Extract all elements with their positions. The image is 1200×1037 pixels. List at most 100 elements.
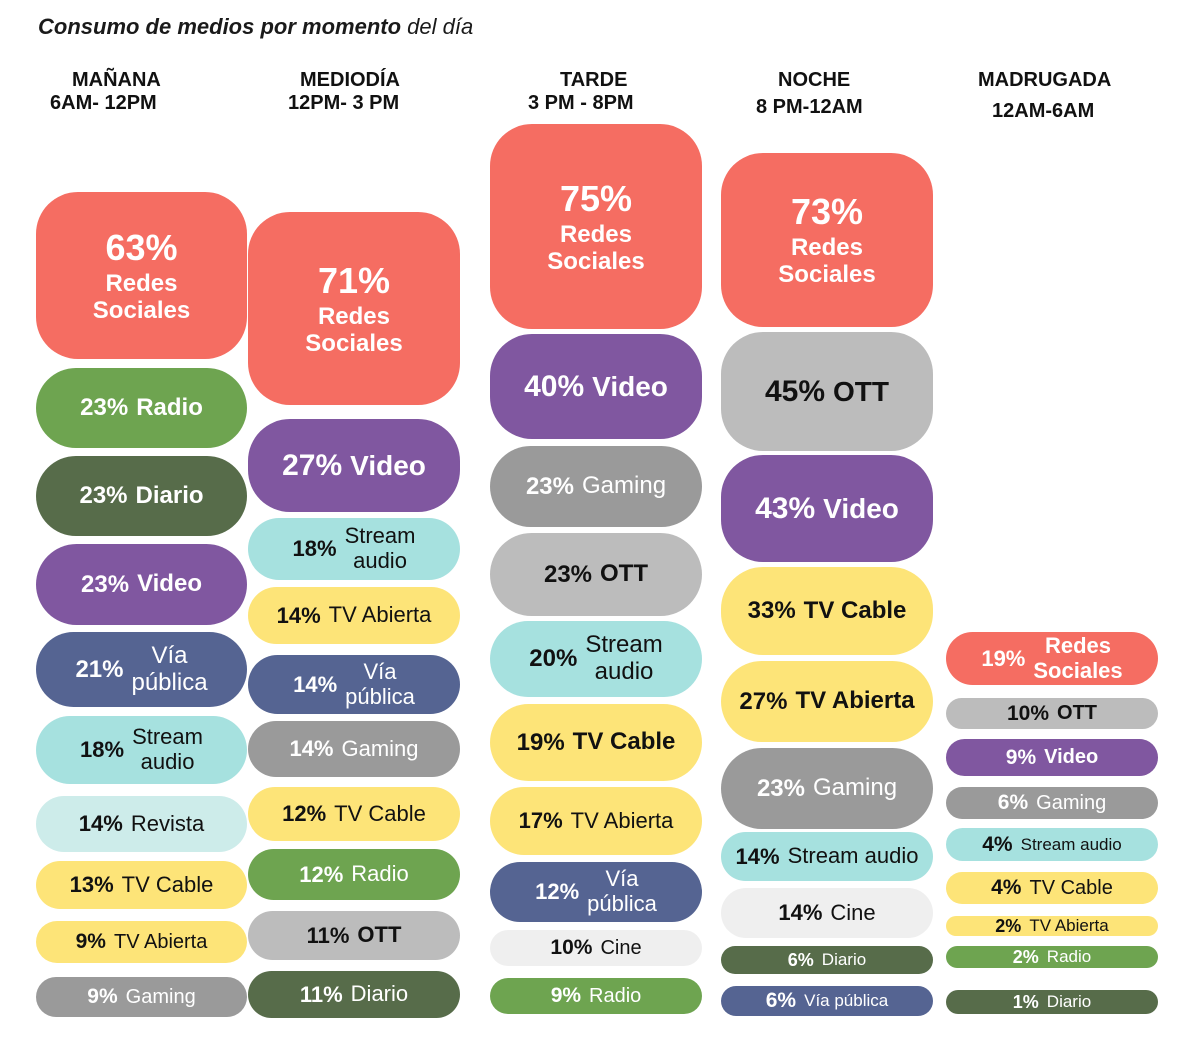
media-pct: 4% bbox=[991, 876, 1022, 899]
media-pill: 14% Revista bbox=[36, 796, 247, 852]
media-pill: 23% Diario bbox=[36, 456, 247, 536]
media-pct: 6% bbox=[997, 791, 1029, 814]
media-label: TV Cable bbox=[803, 596, 907, 624]
media-pct: 33% bbox=[747, 597, 796, 624]
media-pct: 11% bbox=[299, 981, 343, 1007]
media-pct: 23% bbox=[543, 560, 593, 588]
media-pill: 14% TV Abierta bbox=[248, 587, 460, 644]
media-pct: 71% bbox=[317, 259, 391, 301]
media-pct: 12% bbox=[535, 879, 580, 904]
media-pct: 6% bbox=[787, 949, 814, 970]
media-label: TV Abierta bbox=[1029, 916, 1109, 936]
media-pill: 73% Redes Sociales bbox=[721, 153, 933, 327]
media-pill: 23% Gaming bbox=[490, 446, 702, 527]
media-pct: 9% bbox=[550, 984, 582, 1007]
media-pct: 27% bbox=[282, 448, 343, 482]
media-pct: 75% bbox=[559, 177, 633, 219]
media-label: TV Cable bbox=[121, 871, 214, 897]
media-pill: 23% Video bbox=[36, 544, 247, 625]
media-label: TV Cable bbox=[1029, 876, 1113, 899]
media-pill: 27% TV Abierta bbox=[721, 661, 933, 742]
period-range: 12AM-6AM bbox=[992, 100, 1095, 122]
media-pct: 2% bbox=[995, 916, 1022, 936]
media-label: Vía pública bbox=[804, 991, 889, 1011]
media-pct: 14% bbox=[778, 900, 823, 925]
media-label: Redes Sociales bbox=[305, 302, 403, 357]
media-pill: 9% Gaming bbox=[36, 977, 247, 1017]
media-label: Revista bbox=[130, 810, 205, 836]
media-label: Vía pública bbox=[345, 658, 415, 709]
media-pill: 40% Video bbox=[490, 334, 702, 439]
media-pill: 45% OTT bbox=[721, 332, 933, 451]
media-pill: 6% Vía pública bbox=[721, 986, 933, 1016]
media-label: Video bbox=[592, 370, 668, 402]
media-label: Redes Sociales bbox=[547, 220, 645, 275]
media-label: Stream audio bbox=[344, 523, 416, 573]
media-pct: 9% bbox=[87, 985, 118, 1008]
media-pct: 6% bbox=[765, 989, 797, 1012]
media-pill: 12% Vía pública bbox=[490, 862, 702, 922]
media-pill: 14% Stream audio bbox=[721, 832, 933, 881]
media-label: OTT bbox=[833, 375, 890, 407]
media-pct: 17% bbox=[518, 808, 563, 833]
media-pill: 18% Stream audio bbox=[36, 716, 247, 784]
media-pill: 2% Radio bbox=[946, 946, 1158, 968]
media-pill: 10% OTT bbox=[946, 698, 1158, 729]
media-pill: 9% Video bbox=[946, 739, 1158, 776]
chart-title: Consumo de medios por momento del día bbox=[38, 14, 474, 39]
media-label: Redes Sociales bbox=[778, 234, 876, 288]
media-pill: 9% Radio bbox=[490, 978, 702, 1014]
media-pct: 14% bbox=[293, 671, 338, 697]
media-pct: 21% bbox=[75, 655, 124, 683]
media-pct: 18% bbox=[292, 536, 337, 561]
media-pct: 40% bbox=[524, 369, 585, 403]
media-pct: 43% bbox=[755, 491, 816, 525]
media-label: Radio bbox=[1046, 947, 1092, 967]
media-pill: 71% Redes Sociales bbox=[248, 212, 460, 405]
media-label: Stream audio bbox=[787, 843, 919, 869]
media-pct: 73% bbox=[790, 191, 864, 233]
media-pct: 11% bbox=[306, 922, 350, 948]
media-label: Radio bbox=[136, 393, 203, 421]
media-pct: 19% bbox=[981, 645, 1026, 671]
media-label: Radio bbox=[589, 984, 642, 1007]
period-name: MAÑANA bbox=[72, 69, 161, 91]
media-pct: 45% bbox=[764, 374, 826, 408]
media-label: Vía pública bbox=[131, 641, 208, 696]
media-pct: 19% bbox=[516, 728, 565, 756]
period-range: 8 PM-12AM bbox=[756, 96, 863, 118]
media-label: Video bbox=[1044, 746, 1099, 769]
media-pct: 23% bbox=[81, 570, 130, 598]
media-pill: 27% Video bbox=[248, 419, 460, 512]
media-pct: 18% bbox=[80, 737, 125, 762]
media-pill: 23% Gaming bbox=[721, 748, 933, 829]
media-pct: 4% bbox=[982, 832, 1013, 856]
media-label: TV Abierta bbox=[113, 930, 208, 953]
period-range: 3 PM - 8PM bbox=[528, 92, 634, 114]
media-pct: 10% bbox=[1006, 701, 1050, 725]
media-label: TV Abierta bbox=[570, 807, 674, 833]
media-label: Diario bbox=[135, 481, 204, 509]
media-label: Diario bbox=[821, 950, 867, 970]
media-pill: 21% Vía pública bbox=[36, 632, 247, 707]
media-label: Diario bbox=[1046, 992, 1092, 1012]
media-pct: 14% bbox=[276, 602, 321, 628]
period-range: 12PM- 3 PM bbox=[288, 92, 400, 114]
media-pill: 12% Radio bbox=[248, 849, 460, 900]
media-label: TV Abierta bbox=[795, 687, 915, 715]
media-label: TV Cable bbox=[572, 728, 676, 756]
media-pill: 19% TV Cable bbox=[490, 704, 702, 781]
media-pct: 20% bbox=[529, 645, 578, 672]
media-pill: 23% Radio bbox=[36, 368, 247, 448]
media-label: OTT bbox=[357, 922, 402, 948]
media-pct: 27% bbox=[739, 687, 788, 715]
period-name: TARDE bbox=[560, 69, 628, 91]
media-pill: 75% Redes Sociales bbox=[490, 124, 702, 329]
media-pct: 23% bbox=[79, 482, 128, 509]
media-pct: 63% bbox=[105, 226, 178, 268]
media-pill: 17% TV Abierta bbox=[490, 787, 702, 855]
media-label: Video bbox=[137, 570, 202, 598]
media-label: Stream audio bbox=[1020, 834, 1122, 854]
period-range: 6AM- 12PM bbox=[50, 92, 157, 114]
media-label: Redes Sociales bbox=[92, 269, 191, 324]
